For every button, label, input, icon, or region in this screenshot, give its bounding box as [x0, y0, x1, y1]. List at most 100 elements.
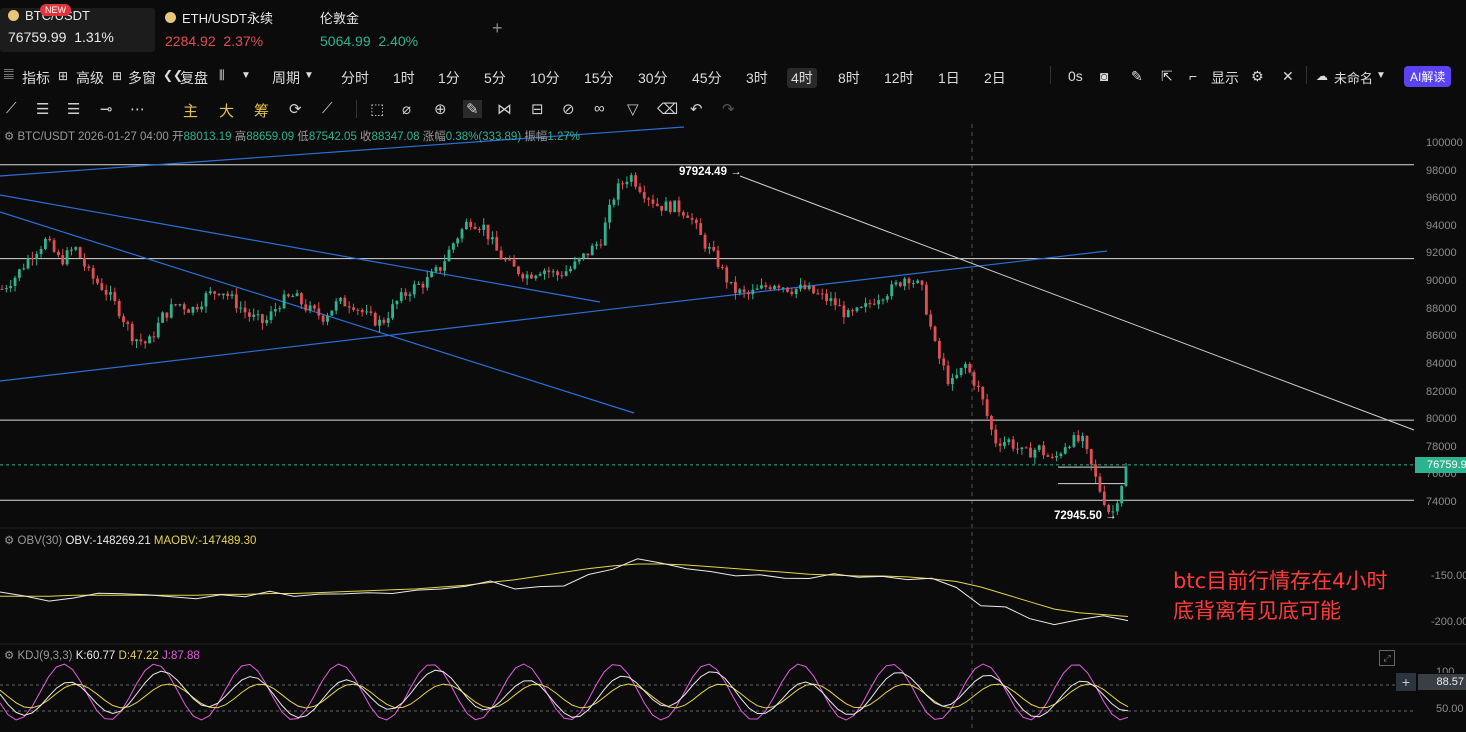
redo-icon[interactable]: ↷: [722, 101, 735, 118]
candle-body: [226, 293, 230, 297]
brush-icon[interactable]: ⟋: [322, 100, 333, 117]
candle-body: [885, 296, 889, 300]
interval-tab[interactable]: 45分: [692, 70, 722, 86]
zoom-icon[interactable]: ⊕: [434, 101, 447, 118]
pencil-icon[interactable]: ✎: [463, 100, 482, 118]
candle-body: [382, 319, 386, 323]
main-chart-button[interactable]: 主: [183, 103, 199, 120]
obv-settings-icon[interactable]: ⚙: [4, 535, 15, 547]
chart-canvas[interactable]: [0, 124, 1466, 732]
time-offset[interactable]: 0s: [1068, 68, 1083, 84]
pen-icon[interactable]: ✎: [1131, 68, 1143, 84]
interval-tab[interactable]: 分时: [341, 70, 369, 86]
ticker-change: 2.37%: [223, 33, 264, 49]
candle-body: [586, 253, 590, 256]
candle-body: [1072, 435, 1076, 447]
layout-name[interactable]: 未命名: [1334, 71, 1374, 86]
advanced-button[interactable]: 高级: [76, 70, 104, 86]
candle-body: [291, 296, 295, 298]
candle-body: [300, 293, 303, 305]
candle-body: [508, 259, 512, 261]
replay-button[interactable]: 复盘: [180, 70, 208, 86]
interval-tab[interactable]: 2日: [984, 70, 1006, 86]
ticker-tab-eth[interactable]: ETH/USDT永续 2284.92 2.37%: [165, 8, 305, 52]
btc-coin-icon: [8, 10, 19, 21]
kdj-settings-icon[interactable]: ⚙: [4, 650, 15, 662]
price-tick: 78000: [1426, 440, 1457, 453]
interval-tab[interactable]: 1日: [938, 70, 960, 86]
magnet-icon[interactable]: ⋈: [497, 101, 512, 118]
indicators-button[interactable]: 指标: [22, 70, 50, 86]
share-icon[interactable]: ⇱: [1161, 68, 1173, 84]
candle-body: [499, 250, 503, 260]
ai-button[interactable]: AI解读: [1404, 66, 1452, 87]
interval-tab[interactable]: 3时: [746, 70, 768, 86]
candle-body: [408, 294, 412, 296]
ticker-tab-gold[interactable]: 伦敦金 5064.99 2.40%: [320, 8, 460, 52]
add-pane-button[interactable]: +: [1396, 673, 1416, 691]
candle-body: [295, 293, 299, 297]
period-button[interactable]: 周期: [272, 70, 300, 86]
undo-icon[interactable]: ⌐: [1189, 68, 1198, 84]
channel-tool-icon[interactable]: ☰: [67, 101, 81, 118]
interval-tab-active[interactable]: 4时: [787, 68, 817, 88]
drawing-toolbar: ⟋ ☰ ☰ ⊸ ⋯ 主 大 筹 ⟳ ⟋ ⬚ ⌀ ⊕ ✎ ⋈ ⊟ ⊘ ∞ ▽ ⌫ …: [0, 96, 1466, 122]
select-icon[interactable]: ⬚: [370, 101, 385, 118]
annotation-line: 底背离有见底可能: [1173, 599, 1341, 623]
candle-body: [438, 267, 442, 271]
interval-tab[interactable]: 5分: [484, 70, 506, 86]
ray-tool-icon[interactable]: ⊸: [100, 101, 113, 118]
obv-tick: -150.00: [1431, 570, 1466, 582]
line-tool-icon[interactable]: ⟋: [6, 100, 17, 117]
candle-body: [920, 280, 924, 285]
interval-tab[interactable]: 1分: [438, 70, 460, 86]
obv-line: [0, 558, 1129, 626]
obv-name: OBV(30): [17, 535, 63, 547]
add-tab-button[interactable]: +: [492, 18, 503, 38]
chevron-down-icon[interactable]: ▼: [241, 70, 251, 81]
settings-icon[interactable]: ⚙: [4, 131, 15, 143]
settings-icon[interactable]: ⚙: [1251, 68, 1264, 84]
candle-body: [243, 307, 247, 313]
ruler-icon[interactable]: ⌀: [402, 101, 412, 118]
candle-body: [87, 266, 91, 269]
delete-icon[interactable]: ⌫: [657, 101, 679, 118]
display-button[interactable]: 显示: [1211, 70, 1239, 86]
hide-icon[interactable]: ⊘: [562, 101, 575, 118]
multi-window-button[interactable]: 多窗: [128, 70, 156, 86]
ticker-name: 伦敦金: [320, 11, 360, 26]
candle-body: [764, 285, 768, 288]
interval-tab[interactable]: 12时: [884, 70, 914, 86]
interval-tab[interactable]: 30分: [638, 70, 668, 86]
candle-body: [582, 253, 585, 258]
chips-button[interactable]: 筹: [254, 103, 270, 120]
candle-body: [577, 257, 581, 262]
hline-tool-icon[interactable]: ☰: [36, 101, 50, 118]
interval-tab[interactable]: 8时: [838, 70, 860, 86]
interval-tab[interactable]: 15分: [584, 70, 614, 86]
link-icon[interactable]: ∞: [594, 100, 605, 117]
ohlc-low: 87542.05: [308, 131, 357, 143]
big-order-button[interactable]: 大: [219, 103, 235, 120]
candle-body: [417, 283, 421, 285]
undo-icon[interactable]: ↶: [690, 101, 703, 118]
chevron-down-icon[interactable]: ▼: [1376, 70, 1386, 81]
ticker-tab-btc[interactable]: NEW BTC/USDT 76759.99 1.31%: [0, 4, 155, 52]
candle-body: [1042, 445, 1045, 456]
candle-body: [39, 248, 43, 254]
fullscreen-icon[interactable]: ✕: [1282, 68, 1294, 84]
candle-body: [217, 293, 221, 296]
camera-icon[interactable]: ◙: [1100, 68, 1109, 84]
filter-icon[interactable]: ▽: [627, 101, 639, 118]
lock-icon[interactable]: ⊟: [531, 101, 544, 118]
candle-body: [642, 192, 646, 199]
price-tick: 80000: [1426, 413, 1457, 426]
chart-type-icon[interactable]: ⫼: [219, 68, 225, 82]
interval-tab[interactable]: 10分: [530, 70, 560, 86]
ticker-change: 2.40%: [378, 33, 419, 49]
kdj-name: KDJ(9,3,3): [17, 650, 73, 662]
maximize-pane-icon[interactable]: ⤢: [1379, 650, 1395, 666]
sync-icon[interactable]: ⟳: [289, 101, 302, 118]
more-tools-icon[interactable]: ⋯: [130, 101, 145, 118]
interval-tab[interactable]: 1时: [393, 70, 415, 86]
